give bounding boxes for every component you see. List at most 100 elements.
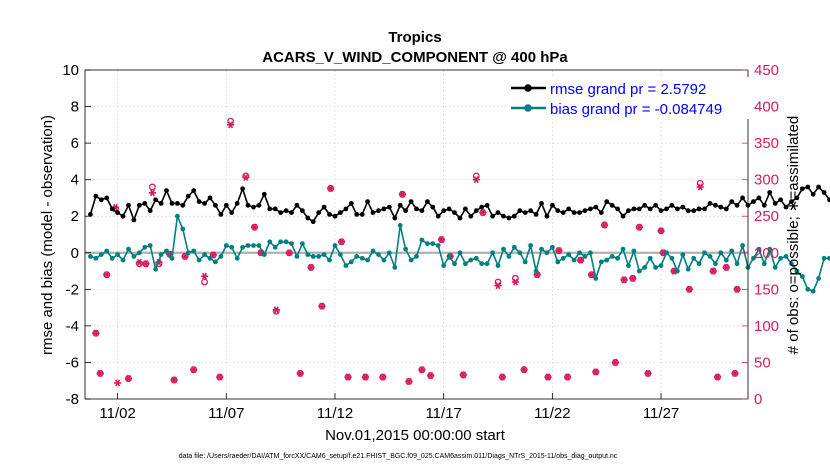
rmse-point: [278, 210, 283, 216]
rmse-point: [359, 212, 365, 217]
rmse-point: [365, 199, 370, 205]
bias-point: [479, 261, 485, 267]
rmse-point: [234, 201, 240, 206]
obs-assimilated-marker: [148, 189, 156, 197]
y-left-tick-label: 6: [71, 135, 79, 152]
bias-point: [457, 250, 463, 256]
bias-point: [202, 252, 208, 257]
bias-point: [707, 254, 713, 259]
rmse-point: [723, 206, 729, 212]
obs-assimilated-stroke: [499, 373, 505, 381]
bias-point: [251, 243, 256, 248]
bias-point: [539, 246, 544, 252]
y-left-tick-label: 2: [71, 208, 79, 225]
obs-assimilated-marker: [733, 285, 741, 293]
bias-point: [283, 239, 289, 245]
obs-assimilated-stroke: [243, 173, 249, 181]
bias-point: [799, 274, 805, 279]
obs-assimilated-stroke: [658, 227, 664, 235]
obs-possible-marker: [148, 183, 156, 191]
obs-assimilated-stroke: [593, 368, 599, 376]
bias-point: [348, 259, 354, 265]
obs-possible-marker: [472, 172, 480, 180]
bias-point: [126, 246, 131, 252]
bias-point: [343, 263, 349, 268]
rmse-point: [175, 201, 180, 206]
bias-point: [305, 252, 311, 257]
obs-assimilated-marker: [544, 373, 552, 381]
x-tick-label: 11/27: [643, 405, 679, 422]
obs-assimilated-marker: [629, 274, 637, 282]
rmse-point: [484, 202, 490, 208]
obs-assimilated-stroke: [273, 306, 279, 314]
bias-point: [463, 261, 468, 267]
rmse-point: [240, 186, 246, 192]
bias-point: [669, 255, 675, 261]
obs-assimilated-marker: [472, 176, 480, 184]
bias-point: [631, 248, 637, 254]
bias-point: [316, 254, 322, 259]
rmse-point: [414, 206, 419, 212]
bias-point: [245, 243, 251, 248]
rmse-point: [810, 191, 816, 197]
obs-assimilated-stroke: [621, 276, 627, 284]
bias-point: [555, 259, 561, 265]
bias-point: [723, 257, 729, 263]
legend: rmse grand pr = 2.5792 bias grand pr = -…: [507, 77, 752, 119]
rmse-point: [713, 202, 718, 208]
obs-assimilated-stroke: [732, 369, 738, 377]
bias-point: [229, 244, 235, 250]
obs-assimilated-stroke: [495, 282, 501, 290]
bias-point: [729, 248, 735, 254]
obs-assimilated-marker: [337, 238, 346, 246]
rmse-point: [680, 204, 686, 210]
rmse-point: [109, 206, 115, 212]
rmse-point: [425, 199, 430, 205]
bias-point: [104, 248, 110, 254]
obs-assimilated-stroke: [93, 329, 99, 337]
rmse-point: [136, 202, 142, 208]
obs-assimilated-marker: [344, 373, 352, 381]
obs-assimilated-stroke: [460, 371, 466, 379]
rmse-point: [734, 202, 740, 208]
obs-assimilated-stroke: [686, 285, 692, 293]
x-tick-label: 11/22: [534, 405, 570, 422]
bias-point: [370, 248, 376, 254]
x-tick-label: 11/02: [99, 405, 135, 422]
obs-assimilated-marker: [181, 252, 189, 260]
bias-point: [115, 252, 120, 257]
bias-point: [604, 257, 610, 263]
bias-point: [408, 257, 414, 263]
obs-assimilated-stroke: [210, 251, 216, 259]
bias-point: [740, 243, 745, 248]
bias-point: [441, 263, 447, 268]
obs-assimilated-stroke: [319, 302, 325, 310]
bias-point: [310, 254, 316, 259]
obs-assimilated-stroke: [734, 285, 740, 293]
rmse-point: [147, 208, 153, 214]
obs-assimilated-marker: [437, 236, 446, 244]
bias-point: [392, 265, 398, 270]
obs-assimilated-stroke: [521, 366, 527, 374]
rmse-point: [392, 215, 398, 221]
obs-assimilated-marker: [479, 209, 487, 217]
bias-point: [647, 255, 653, 261]
obs-assimilated-marker: [592, 368, 600, 376]
rmse-point: [381, 206, 387, 212]
bias-point: [560, 255, 566, 261]
obs-assimilated-stroke: [480, 209, 486, 217]
bias-point: [88, 254, 93, 259]
rmse-point: [419, 208, 425, 214]
rmse-point: [555, 208, 561, 214]
bias-point: [789, 261, 794, 267]
rmse-point: [528, 208, 533, 214]
rmse-point: [267, 206, 273, 212]
obs-assimilated-marker: [272, 306, 280, 314]
rmse-point: [490, 213, 495, 219]
obs-assimilated-stroke: [328, 184, 334, 192]
rmse-point: [463, 206, 468, 212]
obs-assimilated-stroke: [710, 267, 716, 275]
rmse-point: [522, 210, 528, 216]
obs-assimilated-stroke: [362, 373, 368, 381]
obs-assimilated-stroke: [125, 375, 131, 383]
